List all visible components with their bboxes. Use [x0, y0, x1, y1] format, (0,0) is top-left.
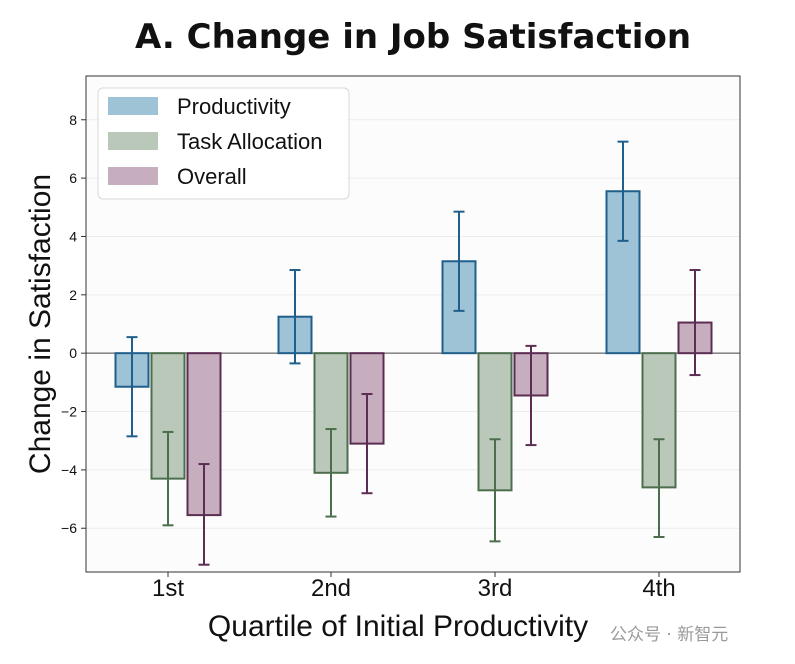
y-tick-label: 8	[69, 112, 77, 128]
y-tick-label: 2	[69, 287, 77, 303]
legend-swatch	[108, 132, 158, 150]
legend-label: Overall	[177, 164, 247, 189]
y-axis-label: Change in Satisfaction	[24, 174, 57, 474]
y-tick-label: 4	[69, 228, 77, 244]
error-bars	[126, 140, 701, 566]
y-tick-label: −2	[61, 404, 77, 420]
x-axis-label: Quartile of Initial Productivity	[208, 610, 588, 643]
x-tick-label: 3rd	[478, 575, 513, 602]
y-tick-label: −4	[61, 462, 77, 478]
y-tick-label: 0	[69, 345, 77, 361]
legend-swatch	[108, 97, 158, 115]
x-tick-label: 1st	[152, 575, 184, 602]
x-tick-label: 4th	[642, 575, 675, 602]
y-tick-label: −6	[61, 520, 77, 536]
legend-swatch	[108, 167, 158, 185]
plot-frame	[85, 75, 741, 573]
legend-label: Productivity	[177, 94, 291, 119]
y-axis-ticks: −6 −4 −2 0 2 4 6 8	[61, 112, 86, 536]
legend-label: Task Allocation	[177, 129, 323, 154]
legend: Productivity Task Allocation Overall	[97, 87, 350, 200]
y-tick-label: 6	[69, 170, 77, 186]
watermark-text: 公众号 · 新智元	[610, 625, 728, 645]
chart-title: A. Change in Job Satisfaction	[135, 17, 691, 57]
x-tick-label: 2nd	[311, 575, 351, 602]
legend-box	[97, 87, 350, 200]
x-axis-ticks: 1st 2nd 3rd 4th	[152, 572, 676, 602]
